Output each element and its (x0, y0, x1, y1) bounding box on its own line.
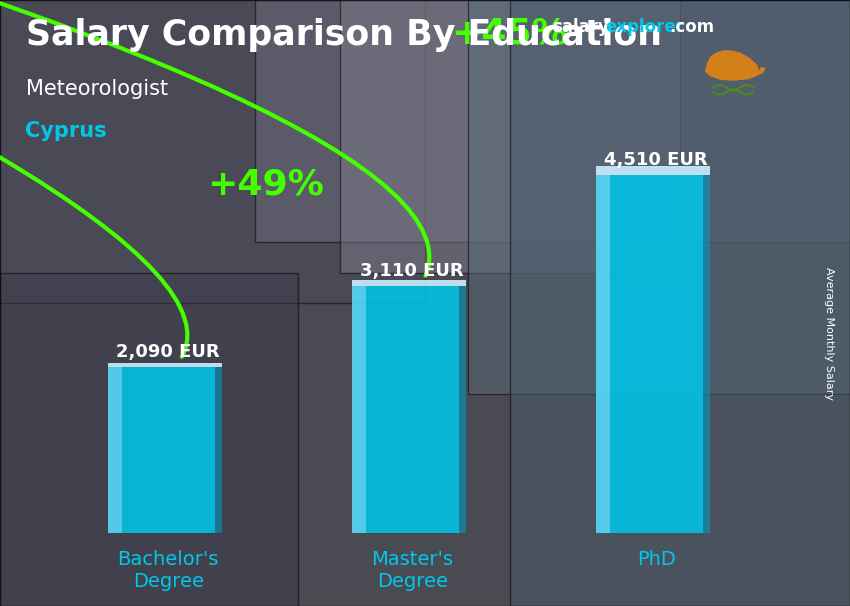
Text: salary: salary (552, 18, 609, 36)
Text: +49%: +49% (207, 167, 324, 201)
Text: Salary Comparison By Education: Salary Comparison By Education (26, 18, 661, 52)
Text: 3,110 EUR: 3,110 EUR (360, 262, 464, 280)
Text: 2,090 EUR: 2,090 EUR (116, 343, 220, 361)
Bar (108, 363, 222, 367)
Bar (459, 286, 466, 533)
Bar (596, 166, 710, 175)
Bar (596, 175, 610, 533)
Text: +45%: +45% (451, 17, 569, 51)
Bar (352, 280, 466, 286)
Bar (108, 367, 122, 533)
Bar (122, 367, 214, 533)
Text: Cyprus: Cyprus (26, 121, 107, 141)
Text: .com: .com (669, 18, 714, 36)
Bar (214, 367, 222, 533)
Text: Meteorologist: Meteorologist (26, 79, 167, 99)
Polygon shape (705, 50, 765, 81)
Text: explorer: explorer (605, 18, 684, 36)
Text: 4,510 EUR: 4,510 EUR (604, 151, 708, 169)
Bar (366, 286, 459, 533)
Bar (610, 175, 703, 533)
Bar (352, 286, 366, 533)
Text: Average Monthly Salary: Average Monthly Salary (824, 267, 834, 400)
Bar (703, 175, 710, 533)
